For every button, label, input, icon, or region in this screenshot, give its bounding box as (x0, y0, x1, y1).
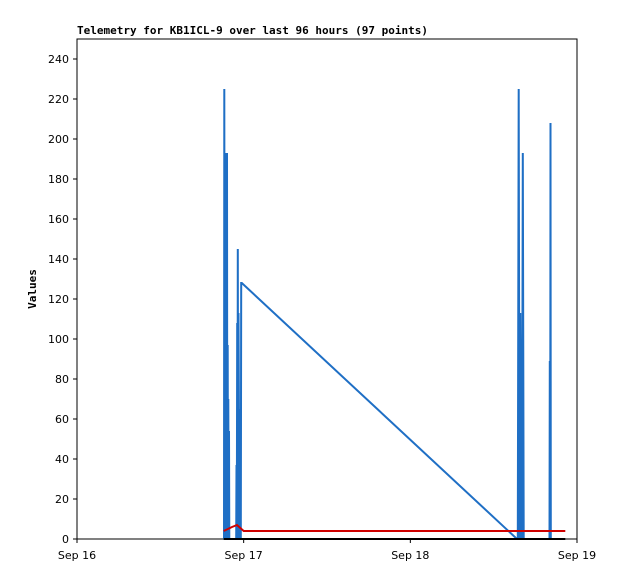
series-layer (223, 88, 566, 540)
chart-title: Telemetry for KB1ICL-9 over last 96 hour… (77, 24, 428, 37)
y-tick-label: 80 (55, 373, 69, 386)
x-tick-label: Sep 19 (558, 549, 596, 562)
x-tick-label: Sep 18 (391, 549, 429, 562)
plot-area (76, 38, 578, 540)
y-tick-label: 20 (55, 493, 69, 506)
y-tick-label: 180 (48, 173, 69, 186)
series-line-0 (223, 88, 552, 540)
y-axis-ticks: 0 20 40 60 80 100 120 140 160 180 200 220 240 (48, 53, 77, 546)
y-tick-label: 240 (48, 53, 69, 66)
y-tick-label: 200 (48, 133, 69, 146)
x-tick-label: Sep 16 (58, 549, 96, 562)
y-tick-label: 120 (48, 293, 69, 306)
y-tick-label: 140 (48, 253, 69, 266)
y-axis-label: Values (26, 269, 39, 309)
series-line-1 (223, 523, 566, 532)
x-axis-ticks: Sep 16 Sep 17 Sep 18 Sep 19 (58, 539, 596, 562)
y-tick-label: 100 (48, 333, 69, 346)
y-tick-label: 160 (48, 213, 69, 226)
y-tick-label: 220 (48, 93, 69, 106)
y-tick-label: 40 (55, 453, 69, 466)
y-tick-label: 0 (62, 533, 69, 546)
x-tick-label: Sep 17 (225, 549, 263, 562)
y-tick-label: 60 (55, 413, 69, 426)
